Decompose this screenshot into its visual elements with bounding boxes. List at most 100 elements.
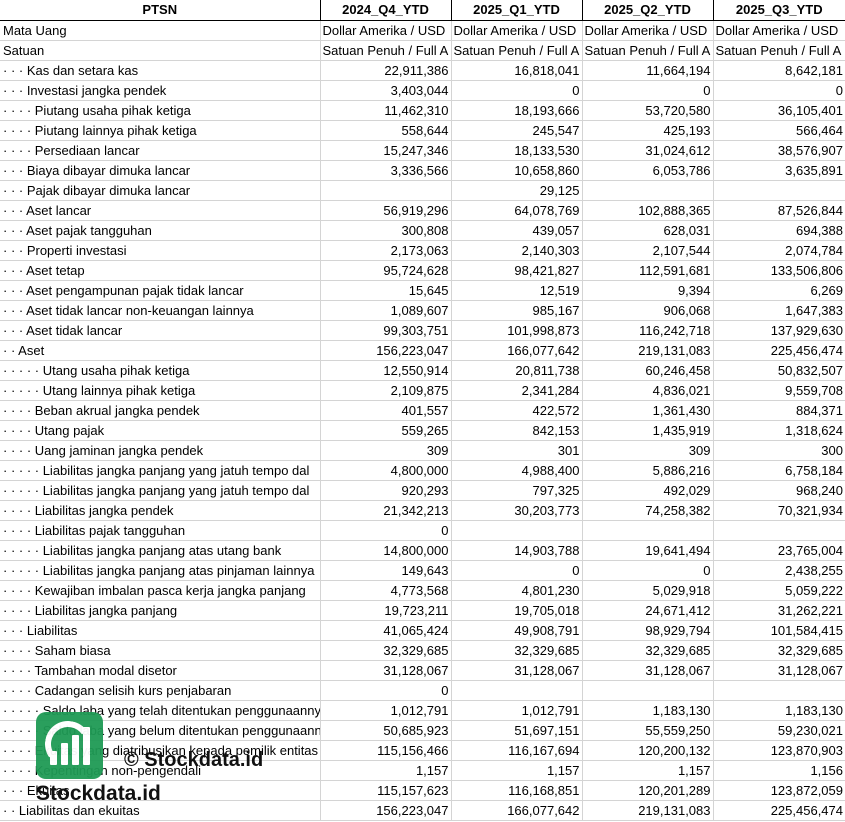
value-cell[interactable]: 32,329,685 xyxy=(451,640,583,661)
row-label-cell[interactable]: · · · · Uang jaminan jangka pendek xyxy=(0,440,321,461)
value-cell[interactable]: 694,388 xyxy=(713,220,845,241)
row-label-cell[interactable]: · · · Investasi jangka pendek xyxy=(0,80,321,101)
value-cell[interactable]: 166,077,642 xyxy=(451,340,583,361)
row-label-cell[interactable]: Mata Uang xyxy=(0,20,321,41)
value-cell[interactable]: 439,057 xyxy=(451,220,583,241)
value-cell[interactable]: 2,341,284 xyxy=(451,380,583,401)
value-cell[interactable]: 31,024,612 xyxy=(582,140,714,161)
value-cell[interactable]: 55,559,250 xyxy=(582,720,714,741)
value-cell[interactable]: 70,321,934 xyxy=(713,500,845,521)
row-label-cell[interactable]: · · · · Beban akrual jangka pendek xyxy=(0,400,321,421)
value-cell[interactable]: 4,836,021 xyxy=(582,380,714,401)
value-cell[interactable]: 101,584,415 xyxy=(713,620,845,641)
row-label-cell[interactable]: · · · · Kepentingan non-pengendali xyxy=(0,760,321,781)
value-cell[interactable]: 120,201,289 xyxy=(582,780,714,801)
meta-value-cell[interactable]: Dollar Amerika / USD xyxy=(582,20,714,41)
row-label-cell[interactable]: · · · · Cadangan selisih kurs penjabaran xyxy=(0,680,321,701)
value-cell[interactable]: 19,641,494 xyxy=(582,540,714,561)
value-cell[interactable]: 1,012,791 xyxy=(451,700,583,721)
value-cell[interactable]: 0 xyxy=(713,80,845,101)
value-cell[interactable] xyxy=(451,520,583,541)
value-cell[interactable]: 968,240 xyxy=(713,480,845,501)
header-cell-period[interactable]: 2024_Q4_YTD xyxy=(320,0,452,21)
row-label-cell[interactable]: · · · · Liabilitas pajak tangguhan xyxy=(0,520,321,541)
meta-value-cell[interactable]: Satuan Penuh / Full A xyxy=(320,40,452,61)
value-cell[interactable]: 115,156,466 xyxy=(320,740,452,761)
value-cell[interactable]: 1,318,624 xyxy=(713,420,845,441)
value-cell[interactable]: 11,664,194 xyxy=(582,60,714,81)
value-cell[interactable]: 492,029 xyxy=(582,480,714,501)
value-cell[interactable]: 1,361,430 xyxy=(582,400,714,421)
value-cell[interactable]: 300 xyxy=(713,440,845,461)
value-cell[interactable]: 51,697,151 xyxy=(451,720,583,741)
value-cell[interactable]: 31,262,221 xyxy=(713,600,845,621)
value-cell[interactable]: 1,157 xyxy=(320,760,452,781)
value-cell[interactable]: 628,031 xyxy=(582,220,714,241)
row-label-cell[interactable]: · · · Aset pengampunan pajak tidak lanca… xyxy=(0,280,321,301)
row-label-cell[interactable]: · · · Biaya dibayar dimuka lancar xyxy=(0,160,321,181)
value-cell[interactable]: 102,888,365 xyxy=(582,200,714,221)
value-cell[interactable]: 0 xyxy=(320,680,452,701)
value-cell[interactable]: 149,643 xyxy=(320,560,452,581)
row-label-cell[interactable]: · · · · · Liabilitas jangka panjang atas… xyxy=(0,540,321,561)
value-cell[interactable]: 4,800,000 xyxy=(320,460,452,481)
value-cell[interactable]: 401,557 xyxy=(320,400,452,421)
row-label-cell[interactable]: · · · Aset lancar xyxy=(0,200,321,221)
meta-value-cell[interactable]: Satuan Penuh / Full A xyxy=(582,40,714,61)
value-cell[interactable]: 219,131,083 xyxy=(582,340,714,361)
value-cell[interactable]: 120,200,132 xyxy=(582,740,714,761)
value-cell[interactable] xyxy=(582,680,714,701)
value-cell[interactable]: 38,576,907 xyxy=(713,140,845,161)
meta-value-cell[interactable]: Dollar Amerika / USD xyxy=(451,20,583,41)
row-label-cell[interactable]: · · · · · Liabilitas jangka panjang yang… xyxy=(0,460,321,481)
value-cell[interactable]: 32,329,685 xyxy=(582,640,714,661)
meta-value-cell[interactable]: Satuan Penuh / Full A xyxy=(713,40,845,61)
row-label-cell[interactable]: Satuan xyxy=(0,40,321,61)
value-cell[interactable]: 559,265 xyxy=(320,420,452,441)
value-cell[interactable]: 1,012,791 xyxy=(320,700,452,721)
value-cell[interactable]: 116,167,694 xyxy=(451,740,583,761)
value-cell[interactable] xyxy=(713,180,845,201)
value-cell[interactable]: 5,886,216 xyxy=(582,460,714,481)
value-cell[interactable]: 1,183,130 xyxy=(713,700,845,721)
meta-value-cell[interactable]: Dollar Amerika / USD xyxy=(320,20,452,41)
value-cell[interactable]: 101,998,873 xyxy=(451,320,583,341)
row-label-cell[interactable]: · · · Aset tidak lancar xyxy=(0,320,321,341)
value-cell[interactable]: 60,246,458 xyxy=(582,360,714,381)
value-cell[interactable]: 1,435,919 xyxy=(582,420,714,441)
row-label-cell[interactable]: · · · Properti investasi xyxy=(0,240,321,261)
value-cell[interactable]: 422,572 xyxy=(451,400,583,421)
value-cell[interactable]: 95,724,628 xyxy=(320,260,452,281)
value-cell[interactable]: 12,550,914 xyxy=(320,360,452,381)
value-cell[interactable]: 98,929,794 xyxy=(582,620,714,641)
value-cell[interactable]: 115,157,623 xyxy=(320,780,452,801)
value-cell[interactable]: 31,128,067 xyxy=(582,660,714,681)
value-cell[interactable] xyxy=(582,180,714,201)
value-cell[interactable]: 920,293 xyxy=(320,480,452,501)
value-cell[interactable]: 225,456,474 xyxy=(713,340,845,361)
row-label-cell[interactable]: · · · Aset tetap xyxy=(0,260,321,281)
row-label-cell[interactable]: · · Aset xyxy=(0,340,321,361)
value-cell[interactable]: 56,919,296 xyxy=(320,200,452,221)
value-cell[interactable]: 558,644 xyxy=(320,120,452,141)
value-cell[interactable]: 842,153 xyxy=(451,420,583,441)
row-label-cell[interactable]: · · · · · Saldo laba yang belum ditentuk… xyxy=(0,720,321,741)
value-cell[interactable]: 1,183,130 xyxy=(582,700,714,721)
value-cell[interactable]: 64,078,769 xyxy=(451,200,583,221)
value-cell[interactable]: 18,133,530 xyxy=(451,140,583,161)
value-cell[interactable]: 0 xyxy=(582,80,714,101)
meta-value-cell[interactable]: Dollar Amerika / USD xyxy=(713,20,845,41)
value-cell[interactable]: 99,303,751 xyxy=(320,320,452,341)
value-cell[interactable]: 20,811,738 xyxy=(451,360,583,381)
value-cell[interactable]: 245,547 xyxy=(451,120,583,141)
value-cell[interactable]: 36,105,401 xyxy=(713,100,845,121)
row-label-cell[interactable]: · · · · Saham biasa xyxy=(0,640,321,661)
value-cell[interactable]: 23,765,004 xyxy=(713,540,845,561)
value-cell[interactable]: 1,157 xyxy=(451,760,583,781)
value-cell[interactable]: 10,658,860 xyxy=(451,160,583,181)
row-label-cell[interactable]: · · · · · Saldo laba yang telah ditentuk… xyxy=(0,700,321,721)
value-cell[interactable]: 123,872,059 xyxy=(713,780,845,801)
value-cell[interactable]: 156,223,047 xyxy=(320,800,452,821)
value-cell[interactable] xyxy=(451,680,583,701)
value-cell[interactable] xyxy=(320,180,452,201)
